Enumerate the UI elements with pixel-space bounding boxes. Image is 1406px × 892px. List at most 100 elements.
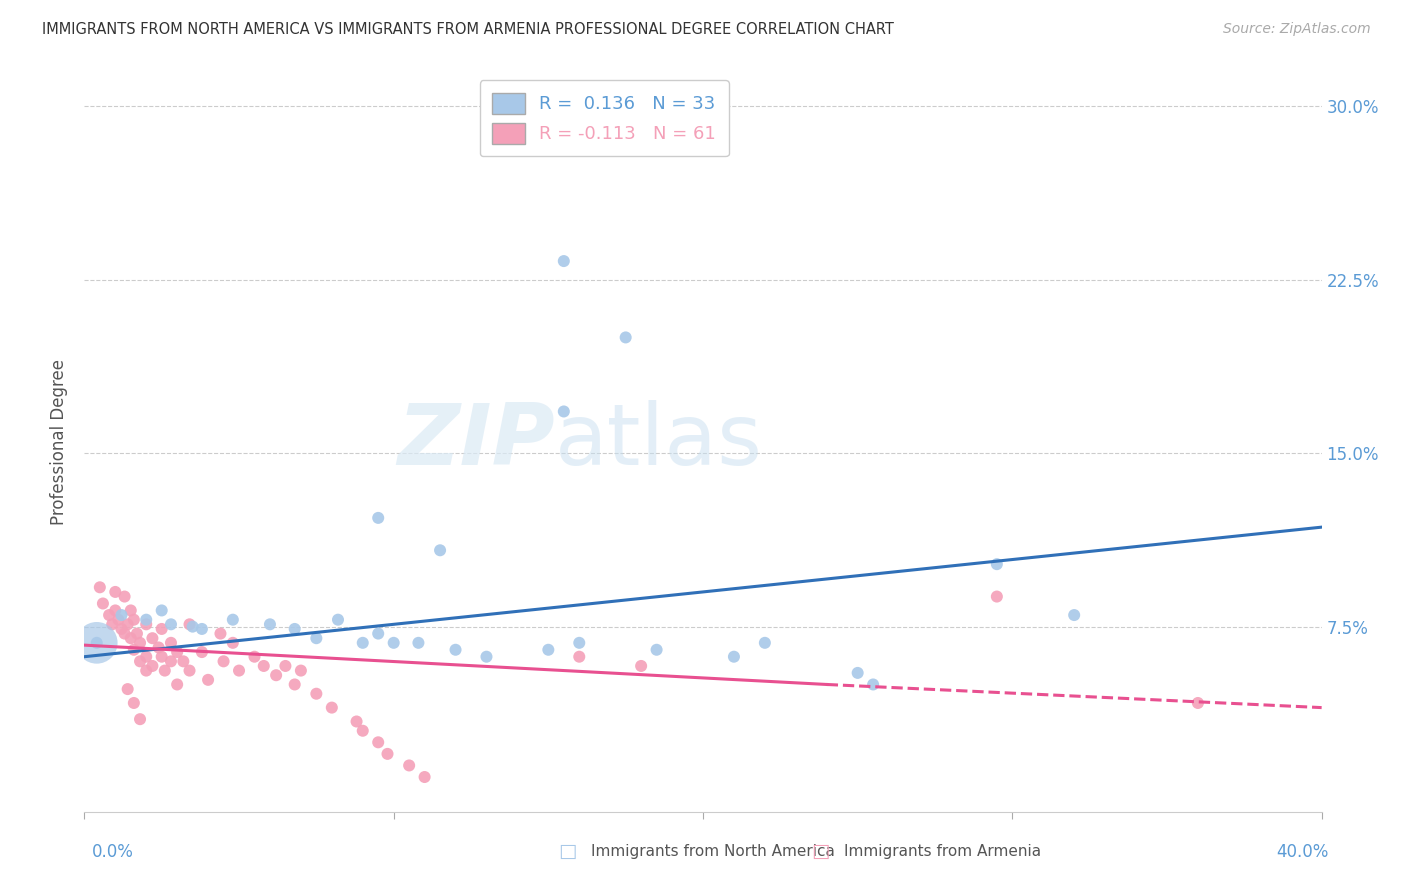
Point: [367, 511, 389, 525]
Point: [86, 636, 108, 650]
Point: [117, 617, 139, 632]
Text: atlas: atlas: [554, 400, 762, 483]
Point: [179, 664, 201, 678]
Point: [264, 668, 287, 682]
Point: [1187, 696, 1209, 710]
Point: [172, 654, 194, 668]
Point: [150, 603, 173, 617]
Point: [553, 254, 575, 268]
Point: [352, 723, 374, 738]
Point: [110, 622, 132, 636]
Point: [284, 677, 307, 691]
Text: IMMIGRANTS FROM NORTH AMERICA VS IMMIGRANTS FROM ARMENIA PROFESSIONAL DEGREE COR: IMMIGRANTS FROM NORTH AMERICA VS IMMIGRA…: [42, 22, 894, 37]
Point: [150, 622, 173, 636]
Point: [222, 613, 245, 627]
Point: [86, 636, 108, 650]
Point: [986, 590, 1008, 604]
Point: [125, 626, 148, 640]
Point: [537, 642, 560, 657]
Point: [160, 636, 183, 650]
Point: [398, 758, 420, 772]
Point: [614, 330, 637, 344]
Point: [191, 622, 214, 636]
Point: [114, 626, 136, 640]
Point: [346, 714, 368, 729]
Point: [141, 631, 163, 645]
Y-axis label: Professional Degree: Professional Degree: [51, 359, 69, 524]
Text: 40.0%: 40.0%: [1277, 843, 1329, 861]
Text: Source: ZipAtlas.com: Source: ZipAtlas.com: [1223, 22, 1371, 37]
Point: [135, 649, 157, 664]
Point: [197, 673, 219, 687]
Text: □: □: [811, 842, 830, 862]
Point: [212, 654, 235, 668]
Point: [104, 603, 127, 617]
Point: [305, 687, 328, 701]
Point: [862, 677, 884, 691]
Point: [110, 608, 132, 623]
Point: [367, 735, 389, 749]
Point: [209, 626, 232, 640]
Text: ZIP: ZIP: [396, 400, 554, 483]
Point: [160, 617, 183, 632]
Text: Immigrants from North America: Immigrants from North America: [591, 845, 834, 859]
Point: [553, 404, 575, 418]
Text: Immigrants from Armenia: Immigrants from Armenia: [844, 845, 1040, 859]
Point: [630, 659, 652, 673]
Point: [986, 557, 1008, 571]
Point: [1063, 608, 1085, 623]
Point: [122, 696, 145, 710]
Point: [568, 636, 591, 650]
Point: [179, 617, 201, 632]
Point: [129, 654, 152, 668]
Legend: R =  0.136   N = 33, R = -0.113   N = 61: R = 0.136 N = 33, R = -0.113 N = 61: [479, 80, 728, 156]
Point: [104, 585, 127, 599]
Point: [166, 677, 188, 691]
Point: [148, 640, 170, 655]
Point: [723, 649, 745, 664]
Point: [181, 619, 204, 633]
Text: 0.0%: 0.0%: [91, 843, 134, 861]
Point: [135, 664, 157, 678]
Point: [101, 617, 124, 632]
Point: [120, 603, 142, 617]
Point: [382, 636, 405, 650]
Point: [253, 659, 276, 673]
Text: □: □: [558, 842, 576, 862]
Point: [568, 649, 591, 664]
Point: [259, 617, 281, 632]
Point: [117, 682, 139, 697]
Point: [444, 642, 467, 657]
Point: [326, 613, 349, 627]
Point: [367, 626, 389, 640]
Point: [122, 642, 145, 657]
Point: [429, 543, 451, 558]
Point: [305, 631, 328, 645]
Point: [129, 636, 152, 650]
Point: [153, 664, 176, 678]
Point: [222, 636, 245, 650]
Point: [290, 664, 312, 678]
Point: [645, 642, 668, 657]
Point: [408, 636, 430, 650]
Point: [243, 649, 266, 664]
Point: [107, 613, 129, 627]
Point: [228, 664, 250, 678]
Point: [129, 712, 152, 726]
Point: [122, 613, 145, 627]
Point: [91, 597, 114, 611]
Point: [321, 700, 343, 714]
Point: [352, 636, 374, 650]
Point: [166, 645, 188, 659]
Point: [160, 654, 183, 668]
Point: [141, 659, 163, 673]
Point: [135, 613, 157, 627]
Point: [135, 617, 157, 632]
Point: [114, 590, 136, 604]
Point: [284, 622, 307, 636]
Point: [274, 659, 297, 673]
Point: [413, 770, 436, 784]
Point: [191, 645, 214, 659]
Point: [377, 747, 399, 761]
Point: [150, 649, 173, 664]
